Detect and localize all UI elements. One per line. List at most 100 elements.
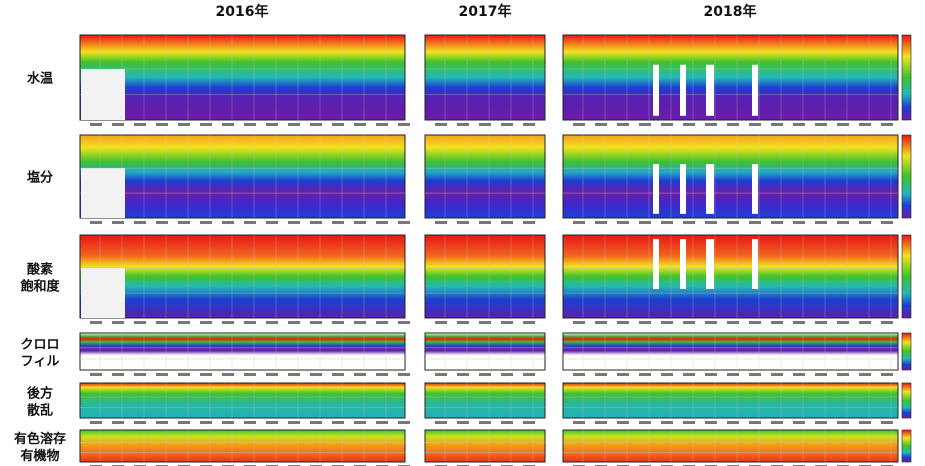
section-plot: [563, 235, 898, 318]
section-plot: [563, 135, 898, 218]
axis-tick-text: [90, 123, 102, 126]
axis-tick-text: [595, 221, 607, 224]
axis-tick-text: [266, 373, 278, 376]
axis-tick-text: [354, 321, 366, 324]
axis-tick-text: [573, 321, 585, 324]
axis-tick-text: [200, 421, 212, 424]
axis-tick-text: [376, 221, 388, 224]
row-label: 後方: [27, 386, 53, 402]
axis-tick-text: [815, 123, 827, 126]
axis-tick-text: [332, 321, 344, 324]
axis-tick-text: [837, 321, 849, 324]
axis-tick-text: [354, 421, 366, 424]
axis-tick-text: [398, 373, 410, 376]
section-plot: [80, 383, 405, 418]
row-label: 塩分: [27, 170, 53, 186]
missing-data: [706, 164, 714, 214]
axis-tick-text: [881, 123, 893, 126]
axis-tick-text: [479, 321, 491, 324]
axis-tick-text: [573, 123, 585, 126]
axis-tick-text: [266, 221, 278, 224]
axis-tick-text: [837, 421, 849, 424]
axis-tick-text: [178, 373, 190, 376]
axis-tick-text: [222, 321, 234, 324]
axis-tick-text: [200, 221, 212, 224]
axis-tick-text: [435, 123, 447, 126]
axis-tick-text: [859, 421, 871, 424]
missing-data: [653, 65, 659, 116]
axis-tick-text: [683, 421, 695, 424]
axis-tick-text: [112, 221, 124, 224]
axis-tick-text: [457, 221, 469, 224]
section-plot: [563, 333, 898, 370]
axis-tick-text: [523, 421, 535, 424]
row-label: 酸素: [27, 262, 53, 278]
row-label: 散乱: [27, 403, 53, 419]
axis-tick-text: [705, 221, 717, 224]
axis-tick-text: [705, 321, 717, 324]
axis-tick-text: [523, 123, 535, 126]
axis-tick-text: [457, 421, 469, 424]
axis-tick-text: [749, 221, 761, 224]
axis-tick-text: [639, 421, 651, 424]
axis-tick-text: [771, 421, 783, 424]
axis-tick-text: [288, 221, 300, 224]
section-plot: [80, 235, 405, 318]
section-plot: [425, 430, 545, 462]
axis-tick-text: [178, 221, 190, 224]
axis-tick-text: [793, 123, 805, 126]
missing-data: [680, 164, 686, 214]
section-plot: [425, 383, 545, 418]
axis-tick-text: [859, 221, 871, 224]
axis-tick-text: [134, 373, 146, 376]
axis-tick-text: [683, 321, 695, 324]
section-plot: [563, 35, 898, 120]
axis-tick-text: [617, 373, 629, 376]
axis-tick-text: [595, 321, 607, 324]
axis-tick-text: [793, 321, 805, 324]
axis-tick-text: [639, 321, 651, 324]
axis-tick-text: [881, 321, 893, 324]
axis-tick-text: [859, 321, 871, 324]
axis-tick-text: [771, 123, 783, 126]
section-plot: [80, 333, 405, 370]
axis-tick-text: [639, 123, 651, 126]
axis-tick-text: [376, 321, 388, 324]
axis-tick-text: [771, 321, 783, 324]
axis-tick-text: [661, 221, 673, 224]
section-plot: [425, 135, 545, 218]
axis-tick-text: [90, 221, 102, 224]
axis-tick-text: [90, 373, 102, 376]
axis-tick-text: [354, 123, 366, 126]
section-plot: [425, 333, 545, 370]
axis-tick-text: [881, 221, 893, 224]
axis-tick-text: [573, 221, 585, 224]
colorbar: [902, 135, 911, 218]
axis-tick-text: [134, 421, 146, 424]
axis-tick-text: [501, 221, 513, 224]
axis-tick-text: [837, 221, 849, 224]
axis-tick-text: [376, 123, 388, 126]
section-plot: [80, 430, 405, 462]
axis-tick-text: [617, 221, 629, 224]
axis-tick-text: [479, 373, 491, 376]
axis-tick-text: [332, 123, 344, 126]
axis-tick-text: [200, 373, 212, 376]
section-plot: [563, 383, 898, 418]
axis-tick-text: [479, 123, 491, 126]
axis-tick-text: [705, 123, 717, 126]
axis-tick-text: [573, 373, 585, 376]
axis-tick-text: [156, 221, 168, 224]
axis-tick-text: [523, 321, 535, 324]
axis-tick-text: [398, 221, 410, 224]
axis-tick-text: [501, 373, 513, 376]
axis-tick-text: [222, 373, 234, 376]
axis-tick-text: [200, 123, 212, 126]
axis-tick-text: [244, 421, 256, 424]
year-label: 2018年: [704, 3, 757, 20]
axis-tick-text: [793, 421, 805, 424]
axis-tick-text: [266, 321, 278, 324]
axis-tick-text: [112, 373, 124, 376]
axis-tick-text: [595, 373, 607, 376]
axis-tick-text: [376, 373, 388, 376]
